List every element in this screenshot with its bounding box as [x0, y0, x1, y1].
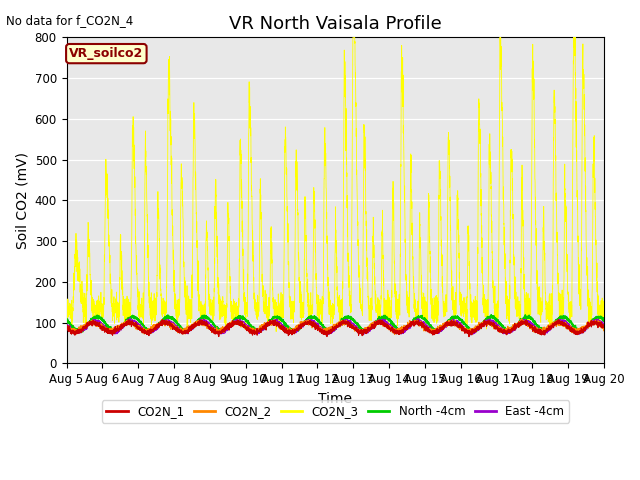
Line: CO2N_2: CO2N_2 — [67, 319, 604, 335]
Y-axis label: Soil CO2 (mV): Soil CO2 (mV) — [15, 152, 29, 249]
CO2N_3 — [63, 312, 70, 317]
East -4cm — [600, 322, 607, 328]
CO2N_2 — [600, 328, 607, 334]
CO2N_1 — [554, 317, 562, 323]
CO2N_2 — [159, 320, 167, 326]
CO2N_1 — [316, 325, 323, 331]
East -4cm — [63, 322, 70, 327]
CO2N_3 — [349, 35, 357, 40]
Line: CO2N_1: CO2N_1 — [67, 320, 604, 336]
Text: No data for f_CO2N_4: No data for f_CO2N_4 — [6, 14, 134, 27]
North -4cm — [111, 330, 119, 336]
North -4cm — [600, 319, 608, 324]
CO2N_3 — [68, 331, 76, 336]
North -4cm — [600, 318, 607, 324]
CO2N_2 — [285, 332, 292, 337]
North -4cm — [159, 316, 167, 322]
North -4cm — [486, 315, 494, 321]
CO2N_1 — [426, 328, 434, 334]
CO2N_2 — [456, 323, 463, 329]
East -4cm — [126, 315, 134, 321]
CO2N_3 — [456, 289, 464, 295]
CO2N_1 — [159, 319, 167, 325]
CO2N_1 — [63, 325, 70, 331]
North -4cm — [456, 315, 463, 321]
CO2N_3 — [486, 153, 494, 158]
CO2N_1 — [456, 324, 463, 330]
Legend: CO2N_1, CO2N_2, CO2N_3, North -4cm, East -4cm: CO2N_1, CO2N_2, CO2N_3, North -4cm, East… — [102, 400, 569, 423]
CO2N_2 — [518, 316, 525, 322]
CO2N_2 — [316, 326, 323, 332]
Line: North -4cm: North -4cm — [67, 315, 604, 333]
East -4cm — [486, 319, 494, 325]
East -4cm — [467, 332, 475, 338]
CO2N_2 — [486, 321, 494, 326]
East -4cm — [316, 324, 323, 330]
CO2N_3 — [159, 311, 167, 316]
North -4cm — [63, 317, 70, 323]
CO2N_3 — [600, 300, 607, 306]
North -4cm — [426, 323, 434, 329]
Text: VR_soilco2: VR_soilco2 — [69, 47, 143, 60]
North -4cm — [487, 312, 495, 318]
CO2N_2 — [426, 329, 434, 335]
CO2N_3 — [426, 270, 434, 276]
CO2N_1 — [486, 322, 494, 328]
CO2N_1 — [600, 322, 608, 328]
East -4cm — [456, 322, 463, 328]
CO2N_2 — [600, 322, 608, 328]
CO2N_1 — [600, 323, 607, 328]
Title: VR North Vaisala Profile: VR North Vaisala Profile — [229, 15, 442, 33]
Line: CO2N_3: CO2N_3 — [67, 37, 604, 334]
CO2N_3 — [600, 309, 608, 314]
CO2N_3 — [316, 300, 323, 305]
East -4cm — [159, 320, 167, 326]
East -4cm — [426, 329, 434, 335]
North -4cm — [316, 319, 323, 325]
CO2N_2 — [63, 323, 70, 329]
CO2N_1 — [465, 334, 473, 339]
Line: East -4cm: East -4cm — [67, 318, 604, 335]
East -4cm — [600, 323, 608, 328]
X-axis label: Time: Time — [318, 392, 353, 406]
